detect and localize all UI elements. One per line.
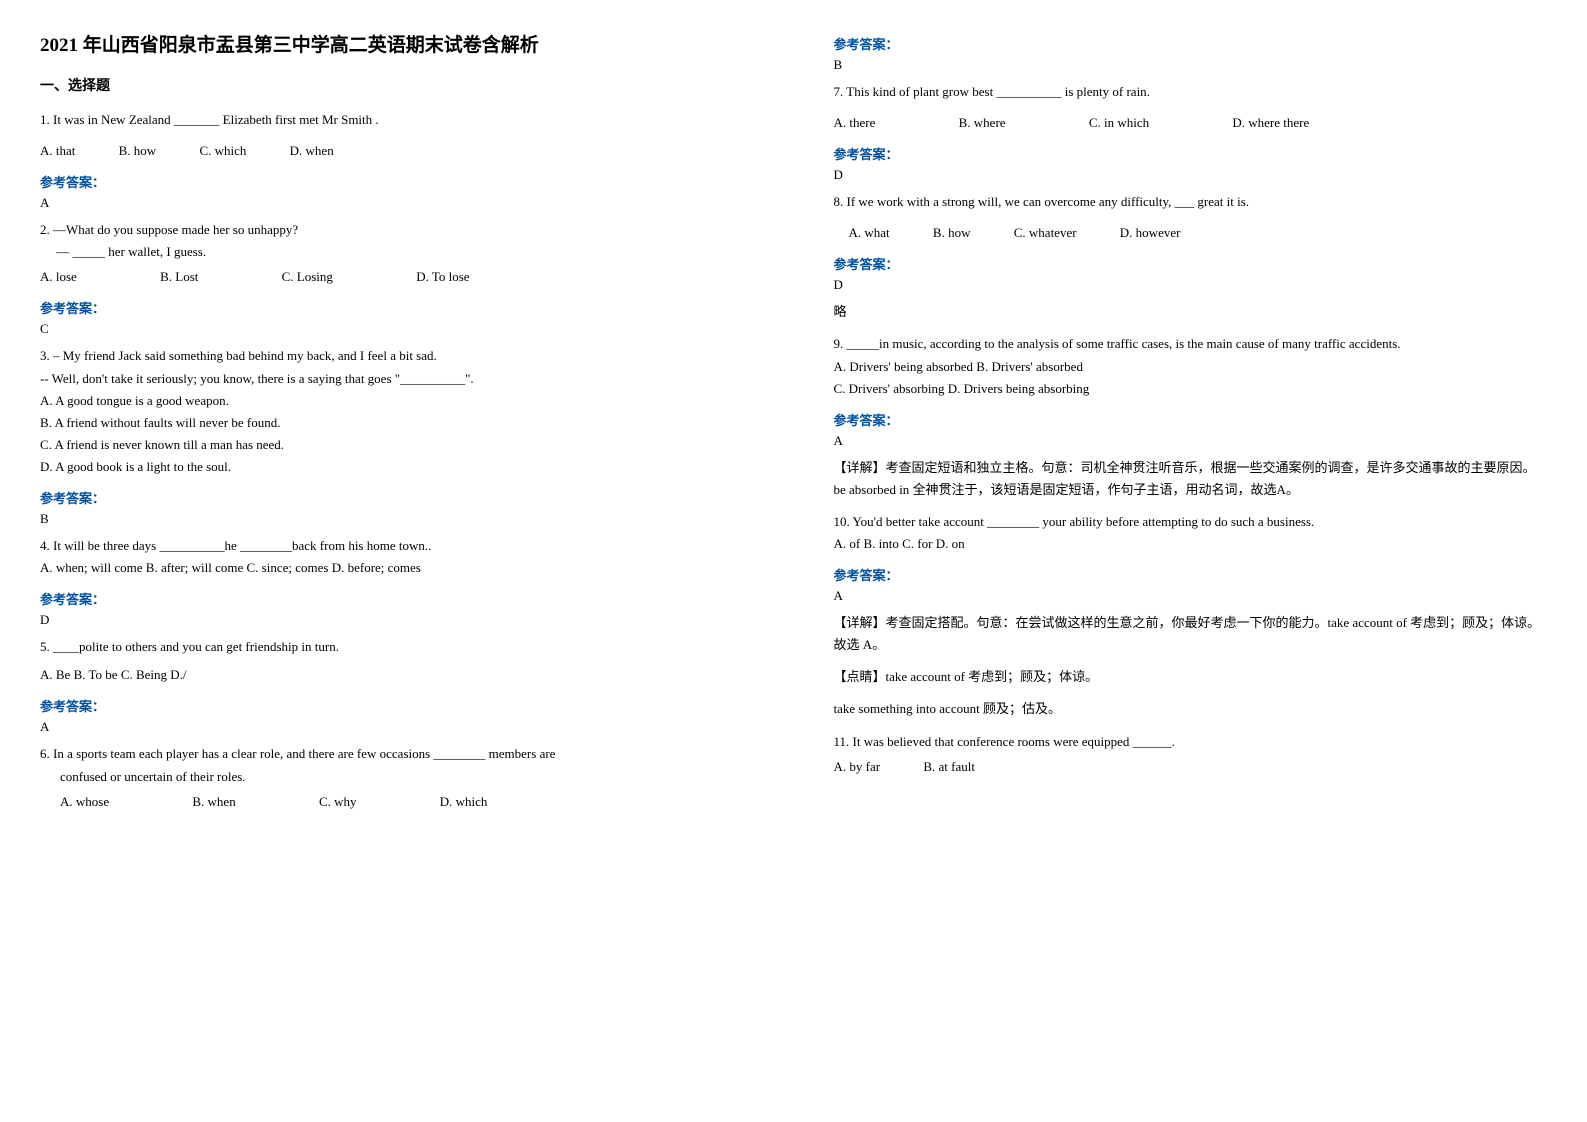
q4-options: A. when; will come B. after; will come C… — [40, 557, 754, 579]
right-column: 参考答案： B 7. This kind of plant grow best … — [794, 0, 1587, 1122]
q2-line2: — _____ her wallet, I guess. — [40, 241, 754, 263]
question-10: 10. You'd better take account ________ y… — [834, 511, 1548, 555]
q9-opts-row2: C. Drivers' absorbing D. Drivers being a… — [834, 378, 1548, 400]
q10-explanation-3: take something into account 顾及；估及。 — [834, 698, 1548, 720]
answer-label: 参考答案： — [834, 254, 1548, 273]
q1-stem: 1. It was in New Zealand _______ Elizabe… — [40, 109, 754, 131]
q6-options: A. whose B. when C. why D. which — [40, 791, 754, 813]
answer-label: 参考答案： — [834, 34, 1548, 53]
question-6: 6. In a sports team each player has a cl… — [40, 743, 754, 812]
q1-opt-c: C. which — [199, 140, 246, 162]
q5-answer: A — [40, 719, 754, 735]
q7-answer: D — [834, 167, 1548, 183]
q10-explanation-2: 【点睛】take account of 考虑到；顾及；体谅。 — [834, 666, 1548, 688]
q1-opt-b: B. how — [119, 140, 157, 162]
q11-stem: 11. It was believed that conference room… — [834, 731, 1548, 753]
answer-label: 参考答案： — [40, 488, 754, 507]
q10-options: A. of B. into C. for D. on — [834, 533, 1548, 555]
question-5: 5. ____polite to others and you can get … — [40, 636, 754, 686]
q6-opt-c: C. why — [319, 791, 357, 813]
q2-opt-d: D. To lose — [416, 266, 469, 288]
answer-label: 参考答案： — [40, 298, 754, 317]
q1-opt-a: A. that — [40, 140, 75, 162]
q3-opt-d: D. A good book is a light to the soul. — [40, 456, 754, 478]
q2-opt-b: B. Lost — [160, 266, 198, 288]
q8-answer: D — [834, 277, 1548, 293]
q7-opt-b: B. where — [959, 112, 1006, 134]
question-7: 7. This kind of plant grow best ________… — [834, 81, 1548, 134]
answer-label: 参考答案： — [40, 589, 754, 608]
q9-opts-row1: A. Drivers' being absorbed B. Drivers' a… — [834, 356, 1548, 378]
q8-opt-a: A. what — [849, 222, 890, 244]
q4-stem: 4. It will be three days __________he __… — [40, 535, 754, 557]
question-11: 11. It was believed that conference room… — [834, 731, 1548, 778]
answer-label: 参考答案： — [834, 144, 1548, 163]
q10-answer: A — [834, 588, 1548, 604]
page-title: 2021 年山西省阳泉市盂县第三中学高二英语期末试卷含解析 — [40, 30, 754, 57]
q11-opt-b: B. at fault — [923, 756, 975, 778]
q9-stem: 9. _____in music, according to the analy… — [834, 333, 1548, 355]
q5-options: A. Be B. To be C. Being D./ — [40, 664, 754, 686]
q3-line2: -- Well, don't take it seriously; you kn… — [40, 368, 754, 390]
left-column: 2021 年山西省阳泉市盂县第三中学高二英语期末试卷含解析 一、选择题 1. I… — [0, 0, 794, 1122]
q8-stem: 8. If we work with a strong will, we can… — [834, 191, 1548, 213]
q3-answer: B — [40, 511, 754, 527]
q6-opt-a: A. whose — [60, 791, 109, 813]
q6-opt-d: D. which — [440, 791, 488, 813]
q2-line1: 2. —What do you suppose made her so unha… — [40, 219, 754, 241]
question-4: 4. It will be three days __________he __… — [40, 535, 754, 579]
section-heading: 一、选择题 — [40, 75, 754, 95]
answer-label: 参考答案： — [834, 410, 1548, 429]
q9-answer: A — [834, 433, 1548, 449]
q1-opt-d: D. when — [290, 140, 334, 162]
question-8: 8. If we work with a strong will, we can… — [834, 191, 1548, 244]
q3-opt-a: A. A good tongue is a good weapon. — [40, 390, 754, 412]
question-9: 9. _____in music, according to the analy… — [834, 333, 1548, 399]
answer-label: 参考答案： — [40, 696, 754, 715]
q10-stem: 10. You'd better take account ________ y… — [834, 511, 1548, 533]
q8-opt-b: B. how — [933, 222, 971, 244]
q7-stem: 7. This kind of plant grow best ________… — [834, 81, 1548, 103]
q6-line2: confused or uncertain of their roles. — [40, 766, 754, 788]
q4-answer: D — [40, 612, 754, 628]
question-2: 2. —What do you suppose made her so unha… — [40, 219, 754, 288]
q8-options: A. what B. how C. whatever D. however — [834, 222, 1548, 244]
q2-opt-a: A. lose — [40, 266, 77, 288]
q3-line1: 3. – My friend Jack said something bad b… — [40, 345, 754, 367]
q5-stem: 5. ____polite to others and you can get … — [40, 636, 754, 658]
answer-label: 参考答案： — [40, 172, 754, 191]
q3-opt-b: B. A friend without faults will never be… — [40, 412, 754, 434]
q11-options: A. by far B. at fault — [834, 756, 1548, 778]
q11-opt-a: A. by far — [834, 756, 881, 778]
q7-opt-a: A. there — [834, 112, 876, 134]
q1-options: A. that B. how C. which D. when — [40, 140, 754, 162]
q9-explanation: 【详解】考查固定短语和独立主格。句意：司机全神贯注听音乐，根据一些交通案例的调查… — [834, 457, 1548, 501]
q7-opt-c: C. in which — [1089, 112, 1149, 134]
q6-opt-b: B. when — [192, 791, 235, 813]
q6-line1: 6. In a sports team each player has a cl… — [40, 743, 754, 765]
answer-label: 参考答案： — [834, 565, 1548, 584]
q3-opt-c: C. A friend is never known till a man ha… — [40, 434, 754, 456]
q7-options: A. there B. where C. in which D. where t… — [834, 112, 1548, 134]
q1-answer: A — [40, 195, 754, 211]
q8-explanation: 略 — [834, 301, 1548, 323]
q7-opt-d: D. where there — [1232, 112, 1309, 134]
q2-answer: C — [40, 321, 754, 337]
question-1: 1. It was in New Zealand _______ Elizabe… — [40, 109, 754, 162]
q10-explanation-1: 【详解】考查固定搭配。句意：在尝试做这样的生意之前，你最好考虑一下你的能力。ta… — [834, 612, 1548, 656]
q8-opt-c: C. whatever — [1014, 222, 1077, 244]
question-3: 3. – My friend Jack said something bad b… — [40, 345, 754, 478]
q6-answer: B — [834, 57, 1548, 73]
q2-opt-c: C. Losing — [282, 266, 333, 288]
q8-opt-d: D. however — [1120, 222, 1181, 244]
q2-options: A. lose B. Lost C. Losing D. To lose — [40, 266, 754, 288]
